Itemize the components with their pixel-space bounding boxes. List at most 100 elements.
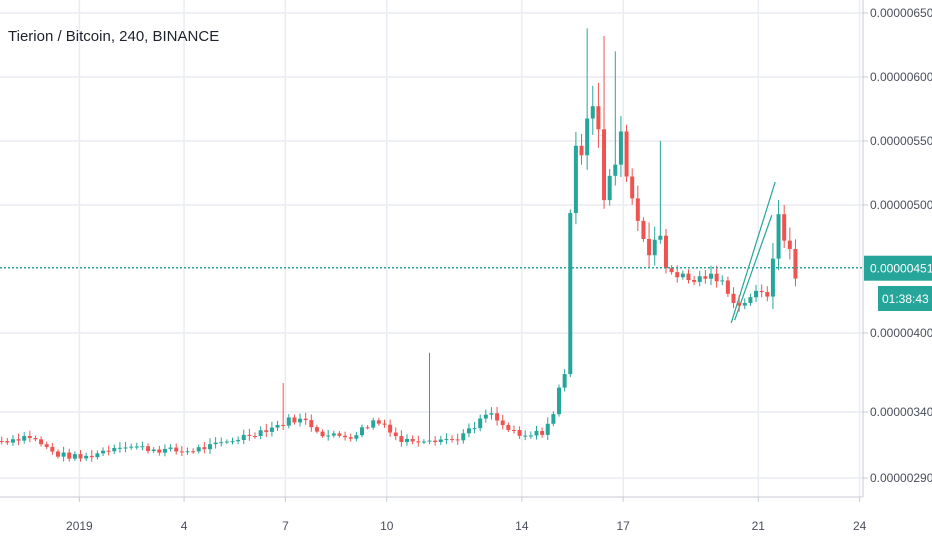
- candle: [162, 444, 167, 457]
- candle: [461, 429, 466, 444]
- candle: [39, 436, 44, 447]
- candle-body: [725, 280, 730, 294]
- candle: [241, 429, 246, 445]
- candle: [61, 446, 66, 462]
- candle: [540, 427, 545, 438]
- candle: [236, 436, 241, 445]
- candle-body: [506, 424, 511, 431]
- candle-body: [230, 441, 235, 443]
- candle-body: [393, 432, 398, 437]
- candle: [613, 51, 618, 186]
- candle: [117, 442, 122, 453]
- candle: [568, 209, 573, 378]
- candle: [720, 275, 725, 286]
- candle: [759, 284, 764, 298]
- candle: [776, 199, 781, 271]
- candle-body: [466, 428, 471, 434]
- candle-body: [22, 436, 27, 441]
- candle-body: [157, 449, 162, 453]
- candle-body: [241, 434, 246, 440]
- candle-body: [472, 428, 477, 430]
- candle: [506, 422, 511, 432]
- candle: [258, 426, 263, 440]
- candle-body: [478, 418, 483, 429]
- candle-body: [253, 435, 258, 437]
- candle: [714, 265, 719, 288]
- time-axis[interactable]: 2019 4 7 10 14 17 21 24: [66, 497, 867, 533]
- candle-body: [714, 273, 719, 282]
- candle-body: [697, 276, 702, 282]
- candle-body: [39, 439, 44, 445]
- candle-body: [292, 417, 297, 423]
- candle: [275, 420, 280, 431]
- candle: [748, 293, 753, 306]
- candle: [405, 434, 410, 446]
- price-tick-label: 0.00000500: [870, 198, 932, 212]
- candle: [365, 425, 370, 430]
- price-axis[interactable]: 0.00000650 0.00000600 0.00000550 0.00000500…: [863, 6, 932, 485]
- candle: [782, 205, 787, 248]
- candle: [602, 36, 607, 209]
- candle-body: [703, 276, 708, 279]
- candle-body: [89, 455, 94, 458]
- candle-body: [202, 447, 207, 450]
- candle-body: [162, 448, 167, 453]
- candle-body: [44, 444, 49, 447]
- candle: [472, 421, 477, 434]
- candle-body: [309, 420, 314, 428]
- candle: [303, 412, 308, 425]
- candle-body: [579, 145, 584, 156]
- candle-body: [151, 449, 156, 452]
- candle: [658, 141, 663, 244]
- candle-body: [219, 442, 224, 444]
- candle-body: [551, 414, 556, 424]
- candle: [635, 185, 640, 232]
- candle: [478, 414, 483, 432]
- candle-body: [399, 436, 404, 443]
- candle: [770, 242, 775, 310]
- candle: [10, 435, 15, 446]
- candle: [129, 443, 134, 450]
- candle-body: [55, 451, 60, 457]
- candle: [27, 430, 32, 443]
- candle: [793, 239, 798, 287]
- price-tick-label: 0.00000340: [870, 405, 932, 419]
- candle: [421, 439, 426, 445]
- candle: [22, 432, 27, 444]
- candle-body: [495, 413, 500, 421]
- candle-body: [343, 435, 348, 438]
- candle: [123, 441, 128, 453]
- trendline-drawing[interactable]: [730, 181, 776, 323]
- candle-body: [224, 441, 229, 443]
- candle-body: [376, 420, 381, 424]
- candle-body: [382, 423, 387, 425]
- candle-body: [106, 450, 111, 452]
- candle-body: [731, 293, 736, 303]
- candle: [438, 435, 443, 445]
- candle: [444, 433, 449, 445]
- candle: [692, 275, 697, 286]
- candle-body: [759, 290, 764, 293]
- candle-body: [776, 214, 781, 259]
- candle: [399, 430, 404, 447]
- candle-body: [421, 441, 426, 443]
- candle-body: [557, 387, 562, 415]
- candle: [709, 265, 714, 286]
- candle-body: [388, 424, 393, 433]
- candle-body: [568, 213, 573, 375]
- candle-body: [433, 440, 438, 442]
- candle-body: [517, 430, 522, 436]
- candle-body: [275, 424, 280, 428]
- candle-body: [540, 431, 545, 435]
- candle-body: [658, 235, 663, 240]
- candle-body: [264, 430, 269, 432]
- chart-title: Tierion / Bitcoin, 240, BINANCE: [8, 28, 219, 45]
- candle: [140, 441, 145, 451]
- candle: [247, 428, 252, 441]
- candle: [652, 226, 657, 266]
- candle-body: [185, 451, 190, 453]
- candle-body: [669, 268, 674, 273]
- candle: [16, 433, 21, 446]
- grid-lines: [0, 0, 863, 497]
